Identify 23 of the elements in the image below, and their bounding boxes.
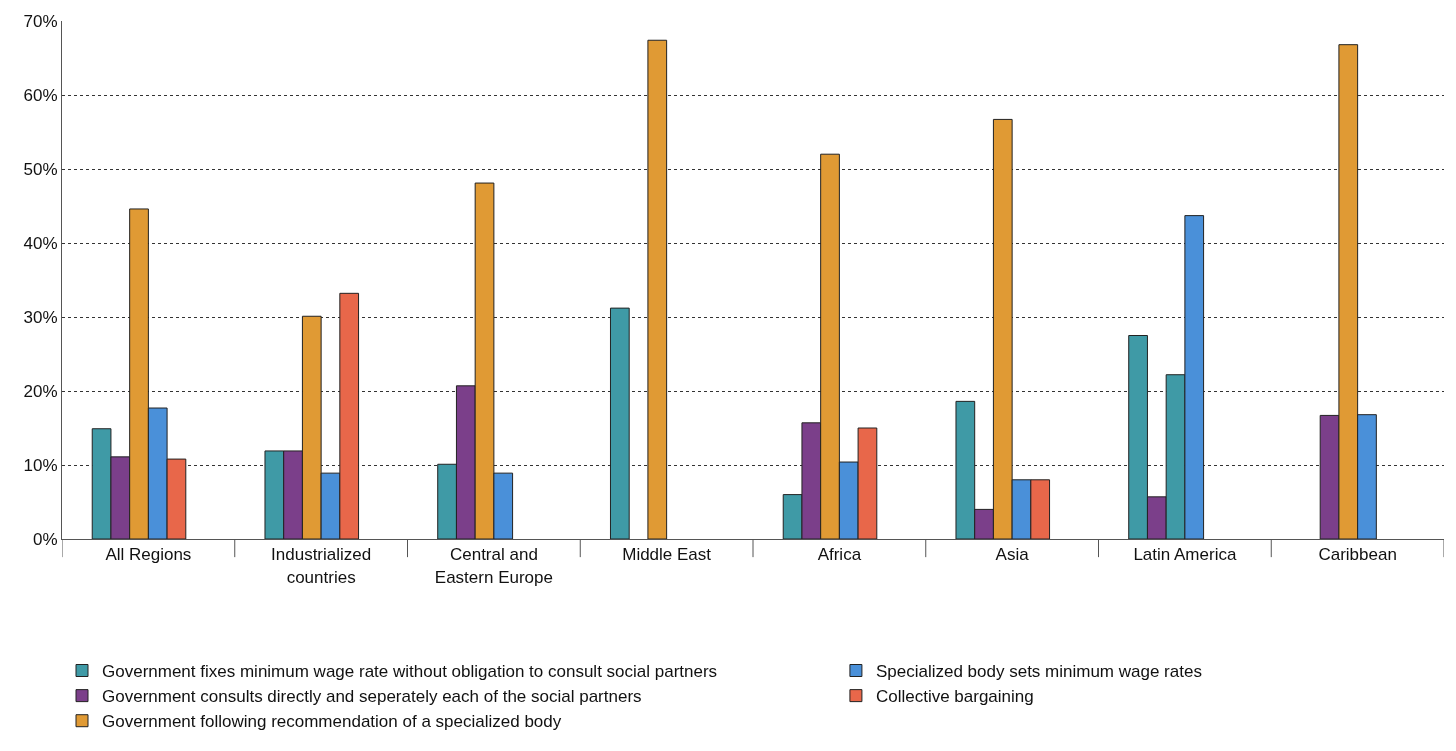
bar <box>647 39 668 539</box>
x-tick-label: Caribbean <box>1318 545 1397 565</box>
bar <box>609 307 630 539</box>
x-tick-label: Latin America <box>1133 545 1237 565</box>
x-tick-label: Africa <box>817 545 862 565</box>
x-tick-label: All Regions <box>105 545 192 565</box>
y-tick-label: 0% <box>33 529 58 549</box>
legend-label: Government fixes minimum wage rate without obligation to consult social partners <box>102 662 718 682</box>
y-tick-label: 30% <box>23 307 58 327</box>
x-tick-label: Industrialized countries <box>271 545 372 587</box>
y-tick-label: 70% <box>23 11 58 31</box>
x-tick-label: Central and Eastern Europe <box>434 545 553 587</box>
legend-label: Collective bargaining <box>875 687 1034 707</box>
x-tick-label: Asia <box>995 545 1030 565</box>
y-tick-label: 50% <box>23 159 58 179</box>
y-tick-label: 40% <box>23 233 58 253</box>
y-tick-label: 10% <box>23 455 58 475</box>
legend-label: Specialized body sets minimum wage rates <box>875 662 1202 682</box>
y-tick-label: 60% <box>23 85 58 105</box>
legend-label: Government consults directly and seperately each of the social partners <box>102 687 642 707</box>
legend-label: Government following recommendation of a specialized body <box>102 712 562 732</box>
x-tick-label: Middle East <box>622 545 712 565</box>
y-tick-label: 20% <box>23 381 58 401</box>
